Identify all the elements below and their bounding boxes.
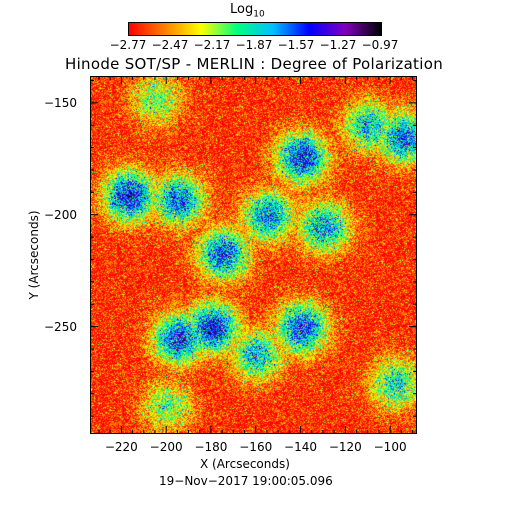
colorbar-tick-label: −1.27 — [319, 38, 357, 52]
colorbar-tick-label: −2.17 — [193, 38, 231, 52]
x-tick-label: −100 — [373, 440, 407, 454]
polarization-heatmap — [91, 77, 416, 433]
plot-area — [90, 76, 417, 434]
x-tick-label: −160 — [239, 440, 273, 454]
x-tick-label: −180 — [194, 440, 228, 454]
colorbar-label-sub: 10 — [253, 9, 265, 20]
y-tick-label: −250 — [44, 319, 77, 334]
colorbar-label-main: Log — [230, 2, 254, 17]
x-tick-label: −140 — [284, 440, 318, 454]
y-axis-label: Y (Arcseconds) — [27, 210, 41, 300]
x-tick-label: −200 — [149, 440, 183, 454]
colorbar-label: Log10 — [230, 2, 265, 20]
y-tick-label: −150 — [44, 95, 77, 110]
colorbar-tick-label: −0.97 — [361, 38, 399, 52]
colorbar-tick-label: −1.57 — [277, 38, 315, 52]
x-axis-label: X (Arcseconds) — [200, 457, 290, 471]
y-tick-label: −200 — [44, 207, 77, 222]
colorbar — [128, 22, 382, 36]
colorbar-tick-label: −2.47 — [151, 38, 189, 52]
x-tick-label: −220 — [104, 440, 138, 454]
x-tick-label: −120 — [328, 440, 362, 454]
timestamp: 19−Nov−2017 19:00:05.096 — [159, 474, 333, 488]
colorbar-tick-label: −1.87 — [235, 38, 273, 52]
chart-title: Hinode SOT/SP - MERLIN : Degree of Polar… — [64, 55, 443, 73]
colorbar-tick-label: −2.77 — [109, 38, 147, 52]
